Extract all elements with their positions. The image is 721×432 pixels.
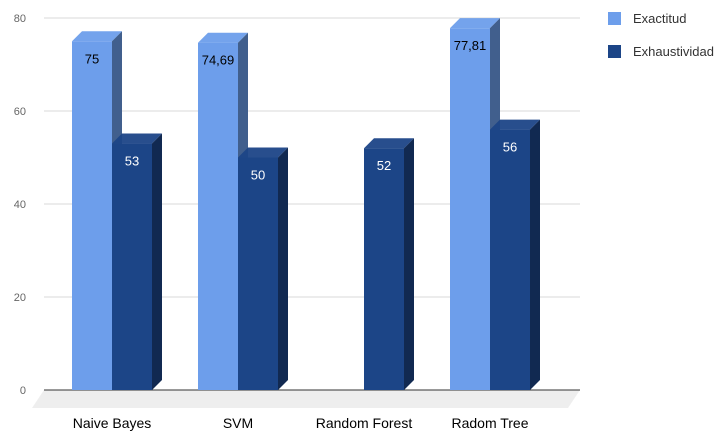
legend-label-series-2: Exhaustividad <box>633 43 714 59</box>
bar-front <box>198 42 238 391</box>
y-tick-label-40: 40 <box>14 199 26 211</box>
legend: Exactitud Exhaustividad <box>608 8 720 74</box>
legend-item-series-2: Exhaustividad <box>608 41 720 61</box>
bar-2-2: 50 <box>238 147 288 390</box>
x-tick-label-4: Radom Tree <box>451 415 528 431</box>
bar-front <box>112 143 152 390</box>
bar-side <box>278 147 288 390</box>
legend-swatch-series-2 <box>608 44 621 58</box>
y-tick-label-20: 20 <box>14 292 26 304</box>
bar-front <box>364 148 404 390</box>
x-tick-label-2: SVM <box>223 415 253 431</box>
y-tick-label-80: 80 <box>14 13 26 25</box>
bars: 75 53 74,69 50 52 77,81 56 <box>72 18 540 391</box>
bar-value-label-1-4: 77,81 <box>454 38 487 53</box>
y-axis: 0 20 40 60 80 <box>14 13 26 397</box>
legend-swatch-series-1 <box>608 11 621 25</box>
floor-plane <box>32 390 580 408</box>
bar-front <box>238 157 278 390</box>
bar-side <box>530 119 540 390</box>
bar-2-3: 52 <box>364 138 414 390</box>
bar-top <box>112 133 162 144</box>
legend-label-series-1: Exactitud <box>633 10 687 26</box>
bar-value-label-2-1: 53 <box>125 154 139 169</box>
bar-front <box>450 28 490 390</box>
bar-top <box>238 147 288 158</box>
bar-value-label-1-2: 74,69 <box>202 53 235 68</box>
bar-2-4: 56 <box>490 119 540 390</box>
bar-2-1: 53 <box>112 133 162 391</box>
y-tick-label-0: 0 <box>20 385 26 397</box>
bar-value-label-2-2: 50 <box>251 168 265 183</box>
legend-item-series-1: Exactitud <box>608 8 720 28</box>
bar-value-label-2-4: 56 <box>503 140 517 155</box>
bar-value-label-1-1: 75 <box>85 51 99 66</box>
chart-floor <box>32 389 580 408</box>
x-tick-label-3: Random Forest <box>316 415 413 431</box>
bar-top <box>198 32 248 43</box>
y-tick-label-60: 60 <box>14 106 26 118</box>
bar-side <box>152 133 162 391</box>
bar-top <box>450 18 500 29</box>
bar-top <box>364 138 414 149</box>
bar-top <box>72 31 122 42</box>
bar-side <box>404 138 414 390</box>
x-axis: Naive Bayes SVM Random Forest Radom Tree <box>73 415 529 431</box>
x-tick-label-1: Naive Bayes <box>73 415 152 431</box>
bar-front <box>72 41 112 390</box>
bar-value-label-2-3: 52 <box>377 158 391 173</box>
bar-1-2: 74,69 <box>198 32 248 391</box>
bar-front <box>490 129 530 390</box>
bar-1-1: 75 <box>72 31 122 390</box>
bar-top <box>490 119 540 130</box>
